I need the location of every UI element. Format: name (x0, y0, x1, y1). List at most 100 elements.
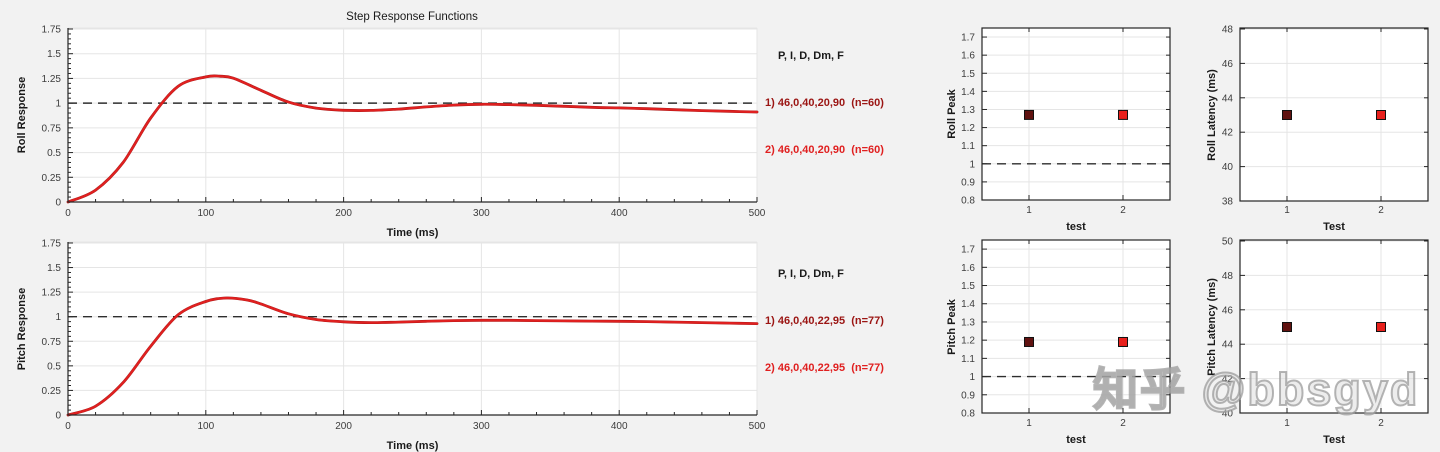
y-tick-label: 0.75 (42, 337, 62, 348)
tick-labels: 0 100 200 300 400 500 0 0.25 0.5 0.75 1 1.25 1.5 1.75 (42, 238, 766, 432)
y-tick-label: 1.2 (961, 123, 975, 134)
tick-labels: 1 2 0.8 0.9 1 1.1 1.2 1.3 1.4 1.5 1.6 1.7 (961, 245, 1126, 429)
gridlines (1240, 28, 1428, 201)
y-tick-label: 1.7 (961, 33, 975, 44)
y-tick-label: 1.1 (961, 141, 975, 152)
roll_peak-xlabel: test (1066, 221, 1086, 233)
page-title: Step Response Functions (346, 11, 478, 23)
y-tick-label: 40 (1222, 409, 1234, 420)
data-marker-roll_latency-1 (1282, 110, 1292, 120)
x-tick-label: 300 (473, 421, 490, 432)
tick-labels: 1 2 0.8 0.9 1 1.1 1.2 1.3 1.4 1.5 1.6 1.7 (961, 33, 1126, 216)
y-tick-label: 40 (1222, 162, 1234, 173)
data-marker-roll_peak-2 (1118, 109, 1128, 120)
tick-labels: 1 2 40 42 44 46 48 50 (1222, 237, 1384, 430)
y-tick-label: 1.5 (47, 263, 61, 274)
y-tick-label: 0.5 (47, 148, 61, 159)
x-tick-label: 100 (197, 208, 214, 219)
x-tick-label: 500 (749, 208, 766, 219)
x-tick-label: 200 (335, 421, 352, 432)
y-tick-label: 0.25 (42, 386, 62, 397)
axis-frame (1239, 27, 1429, 202)
y-tick-label: 46 (1222, 59, 1234, 70)
legend-item-roll-2: 2) 46,0,40,20,90 (n=60) (765, 144, 884, 157)
y-tick-label: 1.7 (961, 245, 975, 256)
y-tick-label: 38 (1222, 197, 1234, 208)
y-tick-label: 0.8 (961, 196, 975, 207)
y-tick-label: 0 (55, 411, 61, 422)
x-tick-label: 0 (65, 421, 71, 432)
series-line-roll-2 (66, 74, 759, 204)
gridlines (68, 27, 758, 202)
data-marker-roll_latency-2 (1376, 110, 1386, 120)
y-tick-label: 44 (1222, 93, 1234, 104)
legend-header-roll: P, I, D, Dm, F (778, 49, 844, 62)
x-tick-label: 1 (1026, 205, 1032, 216)
roll_latency-xlabel: Test (1323, 221, 1345, 233)
y-tick-label: 50 (1222, 237, 1234, 248)
chart-roll: 0 100 200 300 400 500 0 0.25 0.5 0.75 1 1.25 1.5 1.75 (42, 24, 766, 219)
axis-frame (981, 239, 1171, 414)
legend-header-pitch: P, I, D, Dm, F (778, 267, 844, 280)
x-tick-label: 0 (65, 208, 71, 219)
axis-frame (981, 27, 1171, 201)
y-tick-label: 0.25 (42, 173, 62, 184)
data-marker-pitch_peak-1 (1024, 336, 1034, 347)
y-tick-label: 1.5 (961, 69, 975, 80)
legend-item-pitch-2: 2) 46,0,40,22,95 (n=77) (765, 362, 884, 375)
y-tick-label: 42 (1222, 374, 1234, 385)
y-tick-label: 1 (55, 99, 61, 110)
data-marker-roll_peak-1 (1024, 109, 1034, 120)
y-tick-label: 1.25 (42, 288, 62, 299)
y-tick-label: 44 (1222, 340, 1234, 351)
chart-pitch_peak: 1 2 0.8 0.9 1 1.1 1.2 1.3 1.4 1.5 1.6 1.7 (961, 239, 1171, 429)
x-tick-label: 2 (1120, 205, 1126, 216)
x-tick-label: 500 (749, 421, 766, 432)
data-marker-pitch_latency-1 (1282, 322, 1292, 332)
y-tick-label: 0 (55, 198, 61, 209)
y-tick-label: 1.75 (42, 24, 62, 35)
gridlines (982, 240, 1170, 413)
tick-labels: 1 2 38 40 42 44 46 48 (1222, 25, 1384, 217)
x-tick-label: 400 (611, 208, 628, 219)
x-tick-label: 100 (197, 421, 214, 432)
data-marker-pitch_peak-2 (1118, 336, 1128, 347)
legend-pitch: P, I, D, Dm, F 1) 46,0,40,22,95 (n=77) 2… (765, 235, 884, 393)
y-tick-label: 1.4 (961, 299, 975, 310)
axis-frame (1239, 239, 1429, 414)
chart-roll_latency: 1 2 38 40 42 44 46 48 (1222, 25, 1429, 217)
y-tick-label: 1.3 (961, 317, 975, 328)
pitch_peak-xlabel: test (1066, 434, 1086, 446)
y-tick-label: 1.1 (961, 354, 975, 365)
y-tick-label: 1 (969, 159, 975, 170)
series-line-pitch-2 (66, 296, 759, 417)
x-tick-label: 1 (1284, 205, 1290, 216)
legend-item-roll-1: 1) 46,0,40,20,90 (n=60) (765, 96, 884, 109)
y-tick-label: 42 (1222, 128, 1234, 139)
y-tick-label: 1 (55, 312, 61, 323)
chart-pitch: 0 100 200 300 400 500 0 0.25 0.5 0.75 1 1.25 1.5 1.75 (42, 238, 766, 432)
y-tick-label: 1.25 (42, 74, 62, 85)
y-tick-label: 1.2 (961, 336, 975, 347)
axis-frame (67, 242, 757, 416)
x-tick-label: 2 (1378, 205, 1384, 216)
y-tick-label: 1.4 (961, 87, 975, 98)
watermark: 知乎 @bbsgyd (1092, 363, 1420, 416)
y-tick-label: 1.5 (47, 49, 61, 60)
x-tick-label: 300 (473, 208, 490, 219)
x-tick-label: 2 (1378, 418, 1384, 429)
chart-roll_peak: 1 2 0.8 0.9 1 1.1 1.2 1.3 1.4 1.5 1.6 1.7 (961, 27, 1171, 216)
x-tick-label: 1 (1284, 418, 1290, 429)
y-tick-label: 1.6 (961, 51, 975, 62)
y-tick-label: 0.75 (42, 123, 62, 134)
y-tick-label: 0.5 (47, 361, 61, 372)
gridlines (68, 241, 758, 415)
y-tick-label: 48 (1222, 271, 1234, 282)
y-tick-label: 46 (1222, 305, 1234, 316)
gridlines (982, 28, 1170, 200)
y-tick-label: 1.75 (42, 238, 62, 249)
data-marker-pitch_latency-2 (1376, 322, 1386, 332)
y-tick-label: 1 (969, 372, 975, 383)
pitch_latency-xlabel: Test (1323, 434, 1345, 446)
